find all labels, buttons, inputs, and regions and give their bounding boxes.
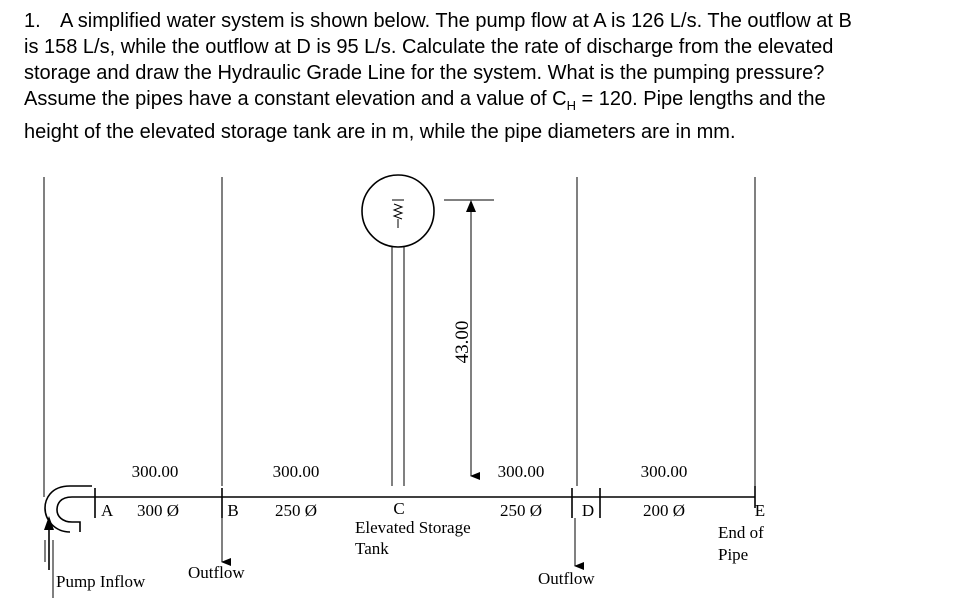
tank-label: Elevated Storage [355, 518, 471, 537]
arrow-head [466, 200, 476, 212]
node-label: D [582, 501, 594, 520]
pump [44, 485, 92, 533]
outflow-label: Outflow [538, 569, 595, 588]
water-symbol [392, 199, 404, 228]
problem-line: Assume the pipes have a constant elevati… [24, 86, 852, 119]
diameter-label: 200 Ø [643, 501, 685, 520]
pump-inflow-label: Pump Inflow [56, 572, 146, 591]
subscript: H [566, 98, 576, 113]
problem-line: is 158 L/s, while the outflow at D is 95… [24, 36, 834, 58]
problem-line: height of the elevated storage tank are … [24, 121, 736, 143]
node-label: E [755, 501, 765, 520]
end-label: Pipe [718, 545, 748, 564]
height-label: 43.00 [452, 321, 473, 364]
text: Assume the pipes have a constant elevati… [24, 88, 567, 110]
length-label: 300.00 [132, 462, 179, 481]
length-label: 300.00 [498, 462, 545, 481]
end-label: End of [718, 523, 764, 542]
outflow-label: Outflow [188, 563, 245, 582]
tank [361, 174, 435, 248]
diameter-label: 250 Ø [500, 501, 542, 520]
tank-label: Tank [355, 539, 389, 558]
length-label: 300.00 [273, 462, 320, 481]
node-label: B [227, 501, 238, 520]
problem-line: storage and draw the Hydraulic Grade Lin… [24, 62, 825, 84]
text: = 120. Pipe lengths and the [575, 88, 826, 110]
node-label: C [393, 499, 404, 518]
arrow-head [44, 516, 54, 530]
problem-line: A simplified water system is shown below… [60, 10, 852, 32]
diameter-label: 250 Ø [275, 501, 317, 520]
problem-text: 1. A simplified water system is shown be… [24, 8, 852, 145]
problem-number: 1. [24, 10, 41, 32]
length-label: 300.00 [641, 462, 688, 481]
diameter-label: 300 Ø [137, 501, 179, 520]
node-label: A [101, 501, 114, 520]
riser [391, 247, 405, 486]
